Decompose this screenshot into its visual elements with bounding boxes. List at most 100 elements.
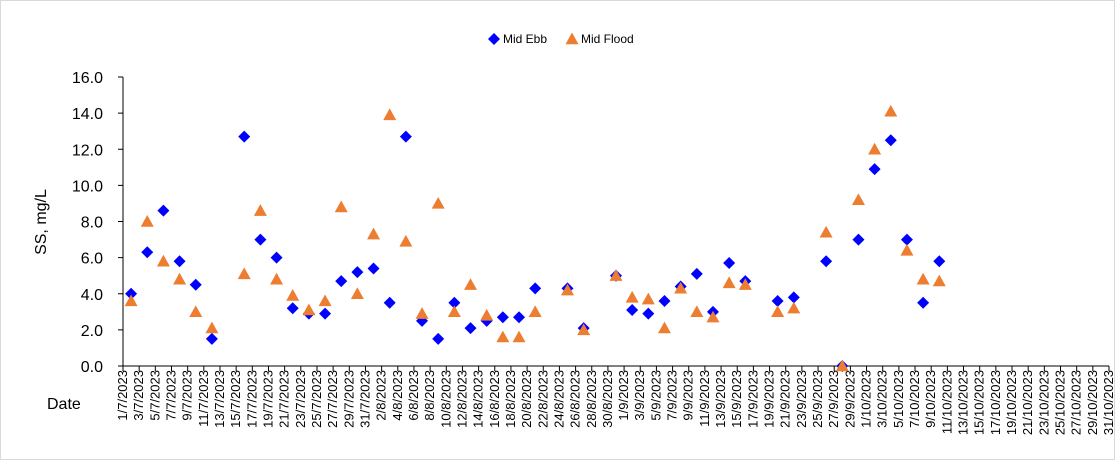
x-tick-label: 27/10/2023 xyxy=(1069,370,1084,435)
data-point xyxy=(916,272,930,285)
x-tick-label: 12/8/2023 xyxy=(454,370,469,428)
data-point xyxy=(609,269,623,281)
data-point xyxy=(528,305,542,318)
x-tick-label: 22/8/2023 xyxy=(535,370,550,428)
x-tick-label: 19/7/2023 xyxy=(260,370,275,428)
x-tick-label: 9/7/2023 xyxy=(180,370,195,421)
x-tick-label: 23/10/2023 xyxy=(1036,370,1051,435)
data-point xyxy=(431,196,445,209)
data-point xyxy=(140,215,154,227)
x-tick-label: 3/7/2023 xyxy=(131,370,146,421)
data-point xyxy=(318,294,332,307)
data-point xyxy=(464,278,478,290)
x-tick-label: 1/10/2023 xyxy=(859,370,874,428)
x-tick-label: 16/8/2023 xyxy=(487,370,502,428)
data-point xyxy=(447,305,461,318)
x-tick-label: 5/7/2023 xyxy=(147,370,162,421)
x-tick-label: 9/10/2023 xyxy=(923,370,938,428)
data-point xyxy=(286,289,300,301)
data-point xyxy=(270,272,284,285)
x-tick-label: 28/8/2023 xyxy=(584,370,599,428)
data-point xyxy=(852,233,865,246)
plot-area xyxy=(124,104,946,372)
data-point xyxy=(350,287,364,299)
data-point xyxy=(513,311,526,324)
y-tick-label: 16.0 xyxy=(72,70,103,87)
x-axis: 1/7/2023 3/7/2023 5/7/2023 7/7/2023 9/7/2023… xyxy=(115,365,1115,435)
data-point xyxy=(657,321,671,334)
data-point xyxy=(351,266,364,279)
data-point xyxy=(125,287,138,300)
x-tick-label: 17/7/2023 xyxy=(244,370,259,428)
data-point xyxy=(238,130,251,143)
data-point xyxy=(319,307,332,320)
data-point xyxy=(189,305,203,318)
data-point xyxy=(706,310,720,323)
x-tick-label: 21/7/2023 xyxy=(277,370,292,428)
data-point xyxy=(464,322,477,335)
y-axis: 0.0 2.0 4.0 6.0 8.0 10.0 12.0 14.0 16.0 xyxy=(72,70,124,376)
data-point xyxy=(205,332,218,345)
x-tick-label: 5/9/2023 xyxy=(648,370,663,421)
data-point xyxy=(156,254,170,267)
y-tick-label: 12.0 xyxy=(72,142,103,159)
data-point xyxy=(690,305,704,318)
data-point xyxy=(383,296,396,309)
data-point xyxy=(529,282,542,295)
x-tick-label: 9/9/2023 xyxy=(681,370,696,421)
data-point xyxy=(173,255,186,268)
series-1 xyxy=(124,104,946,372)
x-tick-label: 19/10/2023 xyxy=(1004,370,1019,435)
x-tick-label: 29/9/2023 xyxy=(842,370,857,428)
data-point xyxy=(674,281,688,294)
data-point xyxy=(335,275,348,288)
x-axis-label: Date xyxy=(47,396,81,413)
data-point xyxy=(722,276,736,289)
x-tick-label: 26/8/2023 xyxy=(568,370,583,428)
data-point xyxy=(157,204,170,217)
data-point xyxy=(932,274,946,287)
y-tick-label: 10.0 xyxy=(72,178,103,195)
x-tick-label: 11/7/2023 xyxy=(196,370,211,427)
x-tick-label: 6/8/2023 xyxy=(406,370,421,421)
data-point xyxy=(868,142,882,155)
x-tick-label: 29/10/2023 xyxy=(1085,370,1100,435)
data-point xyxy=(561,283,575,296)
data-point xyxy=(625,290,639,303)
x-tick-label: 27/7/2023 xyxy=(325,370,340,428)
x-tick-label: 18/8/2023 xyxy=(503,370,518,428)
data-point xyxy=(787,291,800,304)
data-point xyxy=(835,359,849,372)
data-point xyxy=(141,246,154,259)
data-point xyxy=(933,255,946,268)
legend-entry: Mid Flood xyxy=(581,32,634,46)
x-tick-label: 20/8/2023 xyxy=(519,370,534,428)
x-tick-label: 7/9/2023 xyxy=(665,370,680,421)
x-tick-label: 31/7/2023 xyxy=(357,370,372,428)
data-point xyxy=(787,301,801,314)
data-point xyxy=(399,234,413,247)
y-tick-label: 14.0 xyxy=(72,106,103,123)
x-tick-label: 25/9/2023 xyxy=(810,370,825,428)
data-point xyxy=(399,130,412,143)
data-point xyxy=(124,294,138,307)
x-tick-label: 15/7/2023 xyxy=(228,370,243,428)
data-point xyxy=(367,227,381,240)
data-point xyxy=(771,294,784,307)
legend-marker xyxy=(488,33,500,45)
x-tick-label: 1/9/2023 xyxy=(616,370,631,421)
legend-marker xyxy=(565,32,579,45)
x-tick-label: 23/7/2023 xyxy=(293,370,308,428)
x-tick-label: 2/8/2023 xyxy=(374,370,389,421)
data-point xyxy=(868,163,881,176)
y-tick-label: 6.0 xyxy=(81,251,103,268)
x-tick-label: 14/8/2023 xyxy=(471,370,486,428)
x-tick-label: 7/10/2023 xyxy=(907,370,922,428)
x-tick-label: 25/10/2023 xyxy=(1053,370,1068,435)
data-point xyxy=(286,302,299,315)
data-point xyxy=(900,233,913,246)
x-tick-label: 21/10/2023 xyxy=(1020,370,1035,435)
x-tick-label: 31/10/2023 xyxy=(1101,370,1115,435)
data-point xyxy=(237,267,251,280)
